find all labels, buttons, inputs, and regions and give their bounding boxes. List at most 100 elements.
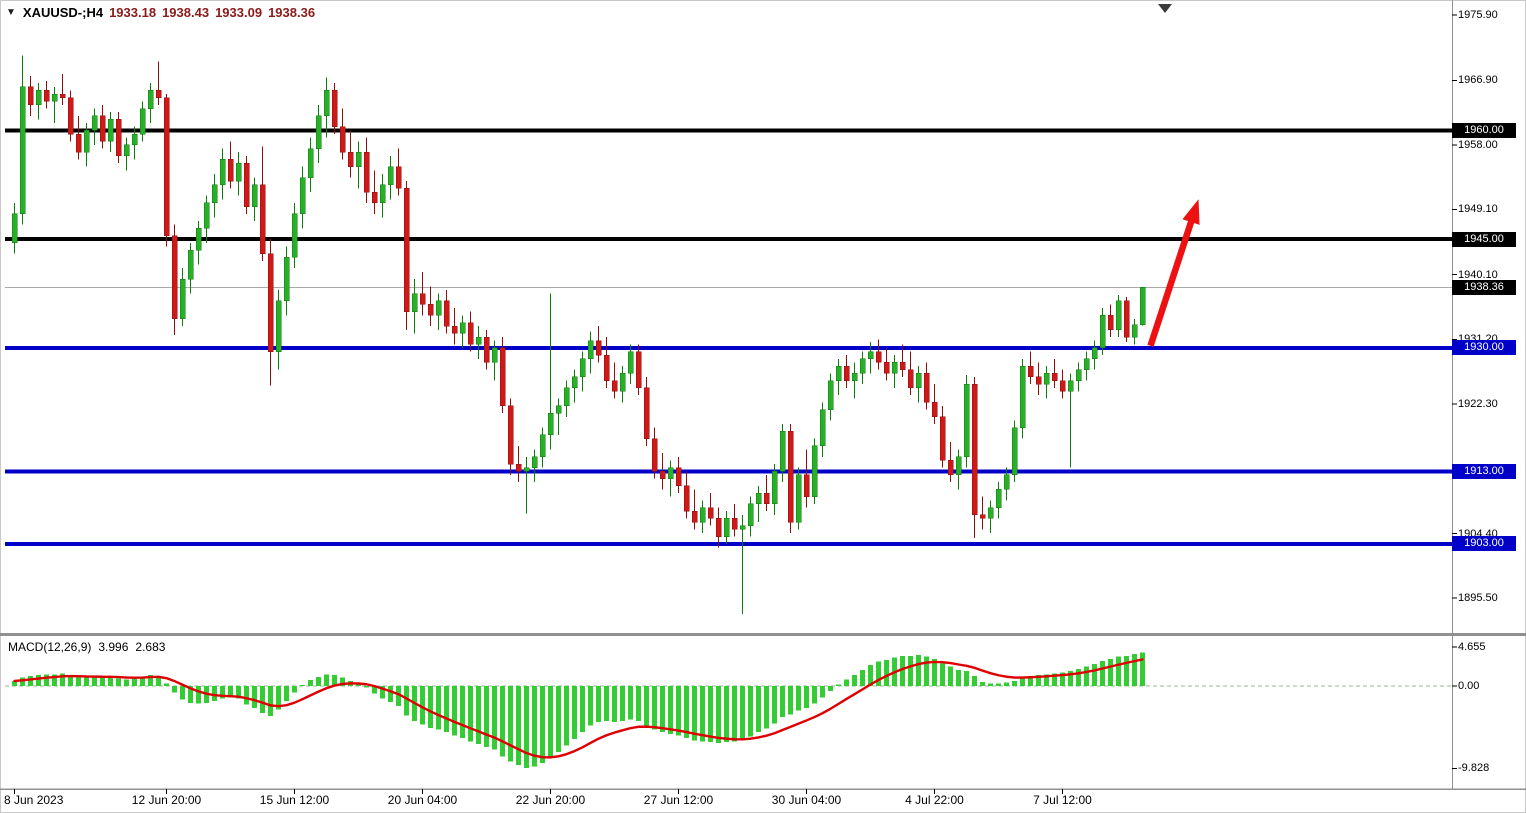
candle-body	[1123, 300, 1130, 338]
candle-body	[235, 162, 242, 182]
candlestick-series	[11, 55, 1146, 615]
candle-body	[947, 460, 954, 476]
candle-body	[579, 358, 586, 378]
macd-histogram-bar	[996, 683, 1001, 686]
candle-body	[27, 86, 34, 106]
candle-body	[379, 184, 386, 204]
macd-histogram-bar	[1076, 669, 1081, 686]
candle-body	[467, 322, 474, 345]
macd-histogram-bar	[556, 686, 561, 753]
candle-body	[1051, 373, 1058, 381]
macd-histogram-bar	[1100, 660, 1105, 686]
candle-body	[363, 151, 370, 193]
macd-histogram-bar	[228, 686, 233, 698]
macd-histogram-bar	[244, 686, 249, 705]
candle-body	[715, 518, 722, 537]
candle-body	[211, 184, 218, 204]
macd-histogram-bar	[1044, 674, 1049, 686]
symbol-timeframe-label: XAUUSD-;H4	[22, 5, 104, 20]
macd-signal-line	[13, 658, 1144, 759]
candle-body	[979, 514, 986, 519]
candle-body	[883, 362, 890, 374]
candle-body	[563, 387, 570, 407]
candle-body	[1043, 373, 1050, 385]
macd-histogram-bar	[68, 675, 73, 686]
macd-histogram-bar	[1012, 680, 1017, 686]
macd-histogram-bar	[364, 686, 369, 688]
macd-histogram-bar	[1004, 682, 1009, 686]
candle-body	[571, 376, 578, 389]
candle-body	[123, 144, 130, 157]
macd-histogram-bar	[52, 674, 57, 686]
macd-histogram-bar	[164, 683, 169, 686]
candle-body	[747, 503, 754, 526]
candle-body	[523, 467, 530, 472]
candle-body	[995, 489, 1002, 508]
macd-histogram-bar	[1020, 677, 1025, 686]
macd-histogram-bar	[1132, 654, 1137, 686]
candle-body	[619, 373, 626, 392]
macd-histogram-bar	[916, 654, 921, 686]
macd-histogram-bar	[820, 686, 825, 698]
macd-histogram-bar	[212, 686, 217, 702]
macd-indicator-label: MACD(12,26,9)	[8, 640, 92, 654]
macd-histogram-bar	[748, 686, 753, 737]
candle-body	[443, 300, 450, 327]
candle-body	[67, 97, 74, 135]
candle-body	[731, 518, 738, 530]
candle-body	[131, 133, 138, 146]
macd-histogram-bar	[180, 686, 185, 700]
macd-histogram-bar	[732, 686, 737, 742]
candle-body	[227, 159, 234, 182]
macd-histogram-bar	[580, 686, 585, 733]
candle-body	[827, 380, 834, 410]
candle-body	[1019, 365, 1026, 428]
candle-body	[835, 365, 842, 381]
candle-body	[891, 362, 898, 374]
macd-histogram-bar	[804, 686, 809, 708]
price-axis-separator	[1452, 0, 1453, 789]
macd-histogram-bar	[500, 686, 505, 757]
candle-body	[787, 431, 794, 523]
candle-body	[811, 445, 818, 497]
candle-body	[651, 438, 658, 472]
macd-histogram-bar	[860, 670, 865, 686]
candle-body	[987, 507, 994, 519]
macd-histogram-bar	[476, 686, 481, 744]
macd-histogram-bar	[116, 678, 121, 686]
candle-body	[555, 405, 562, 414]
macd-histogram-bar	[324, 674, 329, 686]
chart-shift-marker-icon[interactable]	[1158, 4, 1172, 13]
candle-body	[939, 416, 946, 461]
candle-body	[347, 151, 354, 167]
macd-histogram-bar	[316, 676, 321, 686]
macd-histogram-bar	[548, 686, 553, 759]
candle-body	[875, 351, 882, 363]
macd-histogram-bar	[828, 686, 833, 692]
candle-body	[43, 90, 50, 102]
macd-histogram-bar	[620, 686, 625, 722]
candle-body	[915, 373, 922, 389]
candle-body	[91, 115, 98, 131]
candle-body	[107, 119, 114, 142]
candle-body	[419, 293, 426, 305]
macd-histogram-bar	[220, 686, 225, 699]
ohlc-header: ▼ XAUUSD-;H4 1933.18 1938.43 1933.09 193…	[6, 5, 315, 20]
candle-body	[59, 93, 66, 98]
macd-histogram-bar	[772, 686, 777, 724]
bullish-projection-arrow[interactable]	[1147, 199, 1200, 347]
candle-body	[403, 188, 410, 312]
macd-signal-value: 2.683	[135, 640, 166, 654]
candle-body	[867, 351, 874, 360]
macd-histogram-bar	[908, 655, 913, 686]
candle-body	[499, 347, 506, 407]
macd-histogram-bar	[788, 686, 793, 715]
macd-histogram-bar	[852, 675, 857, 686]
candle-body	[675, 467, 682, 487]
candle-body	[371, 191, 378, 204]
macd-histogram-bar	[492, 686, 497, 750]
macd-histogram-bar	[388, 686, 393, 702]
panel-separator[interactable]	[0, 633, 1526, 636]
